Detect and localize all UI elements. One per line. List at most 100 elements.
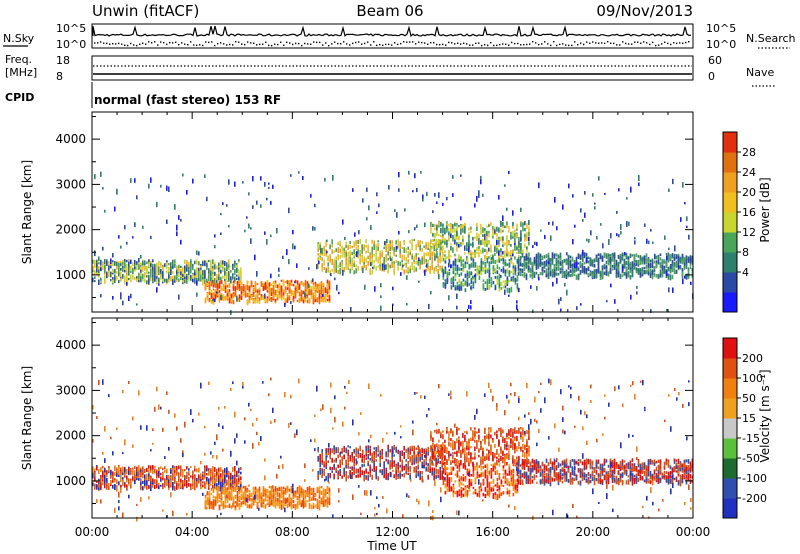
- echo-pixel: [551, 271, 554, 278]
- echo-pixel: [124, 264, 126, 269]
- echo-pixel: [502, 221, 504, 226]
- echo-pixel: [349, 259, 351, 265]
- echo-pixel: [276, 488, 279, 491]
- echo-pixel: [343, 468, 345, 474]
- echo-pixel: [228, 491, 231, 495]
- echo-pixel: [310, 193, 312, 198]
- echo-pixel: [324, 499, 327, 502]
- echo-pixel: [429, 270, 431, 275]
- echo-pixel: [140, 267, 142, 271]
- echo-pixel: [136, 276, 138, 279]
- echo-pixel: [120, 478, 122, 483]
- echo-pixel: [569, 260, 572, 266]
- echo-pixel: [472, 286, 475, 289]
- echo-pixel: [160, 264, 162, 268]
- echo-pixel: [240, 476, 242, 481]
- echo-pixel: [272, 491, 275, 497]
- echo-pixel: [638, 182, 640, 187]
- echo-pixel: [126, 259, 128, 263]
- echo-pixel: [681, 268, 684, 272]
- echo-pixel: [573, 274, 576, 277]
- echo-pixel: [484, 287, 487, 291]
- echo-pixel: [180, 465, 182, 470]
- echo-pixel: [326, 298, 329, 302]
- echo-pixel: [504, 261, 507, 266]
- noise-search-dot: [625, 42, 627, 45]
- echo-pixel: [278, 503, 281, 509]
- echo-pixel: [427, 474, 429, 480]
- echo-pixel: [126, 486, 128, 490]
- echo-pixel: [484, 240, 486, 246]
- echo-pixel: [294, 285, 297, 288]
- echo-pixel: [345, 447, 347, 454]
- echo-pixel: [514, 256, 516, 260]
- echo-pixel: [266, 499, 269, 502]
- echo-pixel: [150, 277, 152, 282]
- echo-pixel: [274, 289, 277, 295]
- echo-pixel: [603, 271, 606, 275]
- noise-search-dot: [634, 41, 636, 43]
- echo-pixel: [252, 500, 255, 505]
- echo-pixel: [128, 480, 130, 484]
- echo-pixel: [200, 486, 202, 489]
- echo-pixel: [146, 280, 148, 285]
- echo-pixel: [528, 219, 530, 226]
- echo-pixel: [104, 264, 106, 270]
- noise-search-dot: [343, 41, 345, 43]
- echo-pixel: [429, 468, 431, 471]
- echo-pixel: [156, 479, 158, 484]
- echo-pixel: [569, 269, 572, 273]
- echo-pixel: [520, 242, 522, 249]
- echo-pixel: [160, 472, 162, 476]
- echo-pixel: [502, 258, 505, 261]
- echo-pixel: [549, 258, 552, 262]
- echo-pixel: [361, 453, 363, 459]
- echo-pixel: [689, 257, 692, 264]
- echo-pixel: [236, 295, 238, 302]
- echo-pixel: [474, 253, 476, 258]
- echo-pixel: [180, 271, 182, 275]
- echo-pixel: [166, 279, 168, 283]
- echo-pixel: [260, 499, 263, 505]
- echo-pixel: [429, 242, 431, 247]
- echo-pixel: [415, 255, 417, 260]
- echo-pixel: [222, 298, 225, 302]
- echo-pixel: [224, 494, 227, 499]
- echo-pixel: [324, 489, 327, 495]
- echo-pixel: [391, 259, 393, 263]
- noise-search-dot: [184, 43, 186, 45]
- echo-pixel: [377, 247, 379, 251]
- echo-pixel: [286, 249, 288, 256]
- echo-pixel: [411, 242, 413, 246]
- echo-pixel: [320, 295, 323, 299]
- echo-pixel: [524, 243, 526, 249]
- noise-search-dot: [511, 41, 513, 44]
- echo-pixel: [349, 241, 351, 244]
- echo-pixel: [418, 257, 420, 262]
- echo-pixel: [329, 270, 331, 275]
- echo-pixel: [116, 275, 118, 281]
- echo-pixel: [210, 468, 212, 474]
- echo-pixel: [230, 278, 232, 284]
- echo-pixel: [341, 247, 343, 252]
- echo-pixel: [520, 222, 522, 227]
- echo-pixel: [604, 192, 606, 195]
- echo-pixel: [417, 457, 419, 464]
- echo-pixel: [150, 177, 152, 183]
- echo-pixel: [426, 191, 428, 197]
- echo-pixel: [393, 263, 395, 268]
- echo-pixel: [300, 296, 303, 302]
- echo-pixel: [318, 298, 321, 305]
- echo-pixel: [478, 252, 480, 258]
- echo-pixel: [252, 205, 254, 209]
- echo-pixel: [106, 472, 108, 478]
- echo-pixel: [238, 477, 240, 482]
- echo-pixel: [270, 234, 272, 238]
- echo-pixel: [321, 266, 323, 272]
- echo-pixel: [551, 258, 554, 262]
- echo-pixel: [256, 293, 259, 297]
- echo-pixel: [687, 257, 690, 263]
- echo-pixel: [423, 257, 425, 261]
- echo-pixel: [286, 293, 289, 297]
- echo-pixel: [316, 285, 319, 289]
